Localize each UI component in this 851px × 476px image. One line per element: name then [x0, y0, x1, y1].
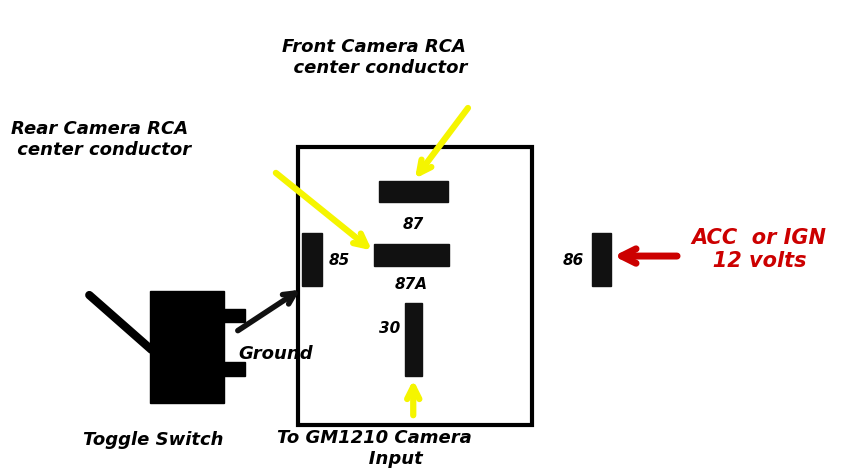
- Text: Rear Camera RCA
 center conductor: Rear Camera RCA center conductor: [11, 120, 191, 159]
- Bar: [224, 309, 245, 323]
- Bar: [298, 148, 532, 425]
- Text: 30: 30: [379, 320, 400, 335]
- Bar: [302, 233, 322, 287]
- Bar: [224, 363, 245, 376]
- Text: ACC  or IGN
   12 volts: ACC or IGN 12 volts: [691, 228, 826, 270]
- Text: Front Camera RCA
  center conductor: Front Camera RCA center conductor: [281, 39, 467, 77]
- Bar: [404, 303, 422, 376]
- Text: To GM1210 Camera
       Input: To GM1210 Camera Input: [277, 428, 471, 466]
- Text: 87: 87: [403, 217, 424, 231]
- Text: 86: 86: [563, 252, 585, 268]
- Text: 87A: 87A: [395, 276, 428, 291]
- Text: 85: 85: [329, 252, 351, 268]
- Text: Ground: Ground: [238, 344, 313, 362]
- Bar: [150, 292, 224, 404]
- Bar: [592, 233, 611, 287]
- Text: Toggle Switch: Toggle Switch: [83, 430, 223, 448]
- Bar: [374, 245, 448, 266]
- Bar: [379, 181, 448, 203]
